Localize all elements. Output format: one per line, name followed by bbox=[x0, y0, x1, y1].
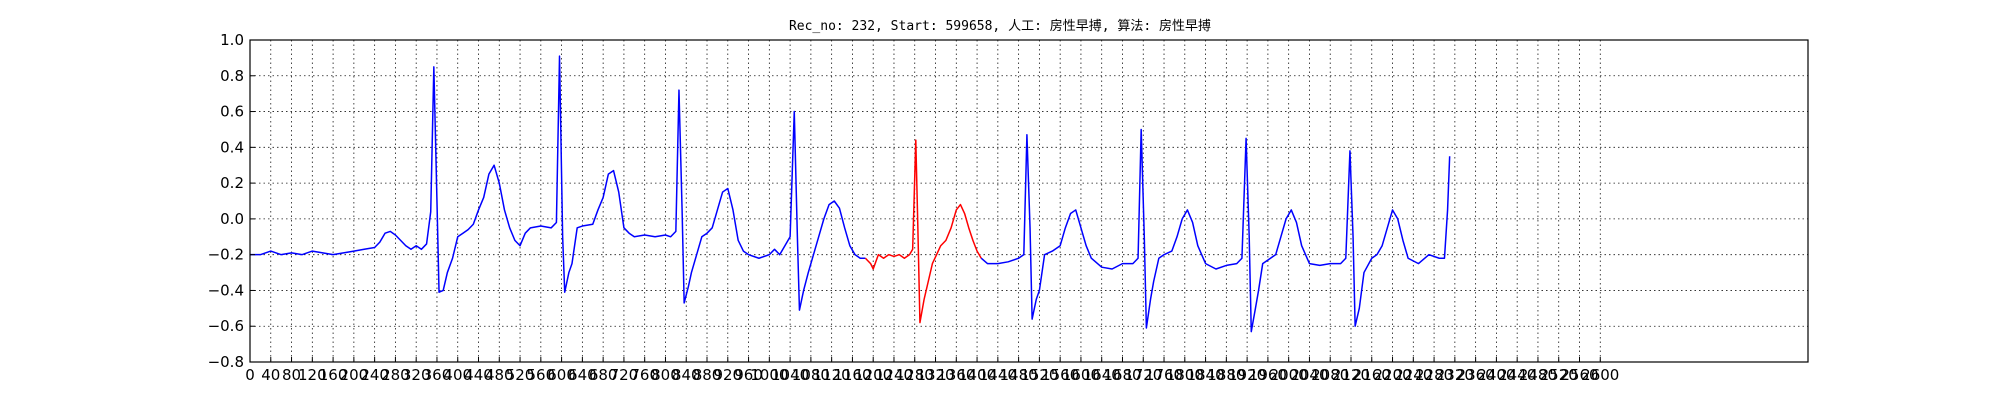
x-tick-label: 280 bbox=[381, 366, 410, 384]
x-tick-label: 200 bbox=[340, 366, 369, 384]
x-tick-label: 120 bbox=[298, 366, 327, 384]
x-tick-label: 80 bbox=[282, 366, 301, 384]
x-tick-label: 1120 bbox=[813, 366, 851, 384]
x-tick-label: 2040 bbox=[1290, 366, 1328, 384]
ecg-trace-segment-2 bbox=[864, 139, 982, 324]
x-tick-label: 2120 bbox=[1332, 366, 1370, 384]
x-tick-label: 320 bbox=[402, 366, 431, 384]
y-tick-label: −0.8 bbox=[208, 353, 244, 371]
y-tick-label: 0.2 bbox=[220, 174, 244, 192]
x-tick-label: 1760 bbox=[1145, 366, 1183, 384]
x-tick-label: 2440 bbox=[1498, 366, 1536, 384]
x-tick-label: 1240 bbox=[875, 366, 913, 384]
x-tick-label: 240 bbox=[360, 366, 389, 384]
ecg-trace-segment-1 bbox=[250, 55, 866, 311]
y-tick-label: 0.0 bbox=[220, 210, 244, 228]
x-tick-label: 760 bbox=[630, 366, 659, 384]
x-tick-label: 600 bbox=[547, 366, 576, 384]
x-tick-label: 1400 bbox=[958, 366, 996, 384]
y-axis: −0.8 −0.6 −0.4 −0.2 0.0 0.2 0.4 0.6 0.8 1.0 bbox=[208, 31, 255, 371]
x-tick-label: 1960 bbox=[1249, 366, 1287, 384]
y-tick-label: −0.4 bbox=[208, 281, 244, 299]
x-tick-label: 720 bbox=[610, 366, 639, 384]
x-tick-label: 1560 bbox=[1041, 366, 1079, 384]
x-tick-label: 2280 bbox=[1415, 366, 1453, 384]
y-tick-label: 1.0 bbox=[220, 31, 244, 49]
x-tick-label: 1080 bbox=[792, 366, 830, 384]
x-axis: 0 40 8012016020024028032036040044048052056… bbox=[245, 357, 1619, 384]
chart-title: Rec_no: 232, Start: 599658, 人工: 房性早搏, 算法… bbox=[789, 18, 1211, 34]
x-tick-label: 840 bbox=[672, 366, 701, 384]
x-tick-label: 2320 bbox=[1436, 366, 1474, 384]
x-tick-label: 1520 bbox=[1020, 366, 1058, 384]
x-tick-label: 0 bbox=[245, 366, 255, 384]
x-tick-label: 2160 bbox=[1353, 366, 1391, 384]
x-tick-label: 1440 bbox=[979, 366, 1017, 384]
x-tick-label: 880 bbox=[693, 366, 722, 384]
y-tick-label: −0.6 bbox=[208, 317, 244, 335]
series-layer bbox=[250, 55, 1451, 333]
y-tick-label: −0.2 bbox=[208, 246, 244, 264]
ecg-trace-segment-3 bbox=[980, 128, 1451, 333]
x-tick-label: 2480 bbox=[1519, 366, 1557, 384]
x-tick-label: 1160 bbox=[833, 366, 871, 384]
x-tick-label: 1680 bbox=[1103, 366, 1141, 384]
x-tick-label: 1320 bbox=[916, 366, 954, 384]
x-tick-label: 160 bbox=[319, 366, 348, 384]
x-tick-label: 480 bbox=[485, 366, 514, 384]
x-tick-label: 40 bbox=[261, 366, 280, 384]
x-tick-label: 560 bbox=[527, 366, 556, 384]
x-tick-label: 2400 bbox=[1477, 366, 1515, 384]
y-tick-label: 0.8 bbox=[220, 67, 244, 85]
x-tick-label: 1480 bbox=[1000, 366, 1038, 384]
x-tick-label: 2000 bbox=[1270, 366, 1308, 384]
x-tick-label: 2560 bbox=[1560, 366, 1598, 384]
x-tick-label: 2200 bbox=[1373, 366, 1411, 384]
x-tick-label: 520 bbox=[506, 366, 535, 384]
x-tick-label: 1840 bbox=[1186, 366, 1224, 384]
x-tick-label: 1640 bbox=[1083, 366, 1121, 384]
y-tick-label: 0.4 bbox=[220, 138, 244, 156]
x-tick-label: 440 bbox=[464, 366, 493, 384]
x-tick-label: 1200 bbox=[854, 366, 892, 384]
x-tick-label: 2240 bbox=[1394, 366, 1432, 384]
x-tick-label: 1360 bbox=[937, 366, 975, 384]
x-tick-label: 1920 bbox=[1228, 366, 1266, 384]
x-tick-label: 2520 bbox=[1540, 366, 1578, 384]
plot-frame bbox=[249, 39, 1809, 363]
x-tick-label: 1000 bbox=[750, 366, 788, 384]
x-tick-label: 2080 bbox=[1311, 366, 1349, 384]
x-tick-label: 400 bbox=[443, 366, 472, 384]
x-tick-label: 1800 bbox=[1166, 366, 1204, 384]
x-tick-label: 1040 bbox=[771, 366, 809, 384]
x-tick-label: 1880 bbox=[1207, 366, 1245, 384]
y-tick-label: 0.6 bbox=[220, 103, 244, 121]
x-tick-label: 1280 bbox=[896, 366, 934, 384]
x-tick-label: 960 bbox=[734, 366, 763, 384]
x-tick-label: 360 bbox=[423, 366, 452, 384]
x-tick-label: 1600 bbox=[1062, 366, 1100, 384]
x-tick-label: 920 bbox=[713, 366, 742, 384]
x-tick-label: 2360 bbox=[1457, 366, 1495, 384]
x-tick-label: 1720 bbox=[1124, 366, 1162, 384]
x-tick-label: 640 bbox=[568, 366, 597, 384]
x-tick-label: 2600 bbox=[1581, 366, 1619, 384]
x-tick-label: 800 bbox=[651, 366, 680, 384]
x-tick-label: 680 bbox=[589, 366, 618, 384]
